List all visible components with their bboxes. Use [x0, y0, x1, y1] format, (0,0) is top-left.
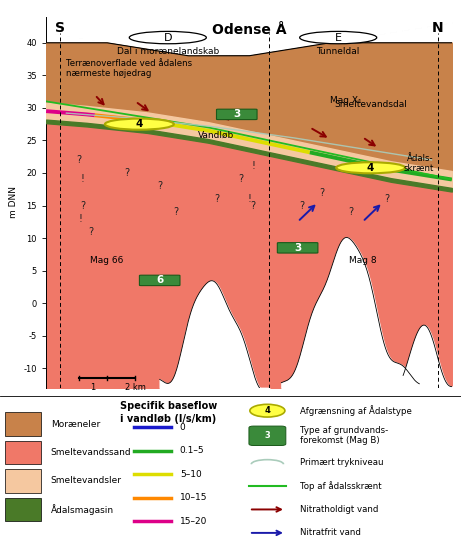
Text: 4: 4 — [265, 406, 270, 415]
Text: 5–10: 5–10 — [180, 470, 201, 479]
Text: Afgrænsning af Ådalstype: Afgrænsning af Ådalstype — [300, 405, 412, 416]
Text: 1: 1 — [90, 383, 95, 392]
Text: !: ! — [251, 161, 255, 171]
Circle shape — [129, 31, 207, 44]
Text: Dal i morænelandskab: Dal i morænelandskab — [117, 47, 219, 56]
Text: Specifik baseflow: Specifik baseflow — [120, 401, 217, 411]
Text: 3: 3 — [233, 109, 240, 119]
FancyBboxPatch shape — [217, 109, 257, 119]
Circle shape — [336, 162, 405, 174]
Text: 15–20: 15–20 — [180, 517, 207, 526]
Text: Tunneldal: Tunneldal — [317, 47, 360, 56]
Text: 3: 3 — [265, 431, 270, 440]
Text: ?: ? — [173, 207, 178, 217]
Text: ?: ? — [348, 207, 353, 217]
Text: Moræneler: Moræneler — [51, 420, 100, 429]
Bar — [5, 469, 41, 493]
Text: !: ! — [81, 175, 84, 185]
Text: Mag 66: Mag 66 — [90, 256, 124, 266]
Text: Ådals-
skrænt: Ådals- skrænt — [403, 153, 433, 173]
Text: ?: ? — [214, 194, 219, 204]
Text: Smeltevandsdal: Smeltevandsdal — [334, 100, 407, 109]
Text: ?: ? — [384, 194, 390, 204]
Text: Type af grundvands-
forekomst (Mag B): Type af grundvands- forekomst (Mag B) — [300, 426, 388, 445]
Text: Primært trykniveau: Primært trykniveau — [300, 458, 383, 467]
Text: ?: ? — [124, 168, 130, 178]
Text: Smeltevandsler: Smeltevandsler — [51, 477, 122, 485]
Text: Mag X₁: Mag X₁ — [330, 95, 362, 104]
Text: i vandløb (l/s/km): i vandløb (l/s/km) — [120, 414, 216, 424]
Text: ?: ? — [299, 200, 304, 210]
Text: 3: 3 — [294, 243, 301, 253]
Text: 2 km: 2 km — [125, 383, 146, 392]
Text: ?: ? — [157, 181, 162, 191]
Text: N: N — [432, 21, 443, 36]
Bar — [5, 441, 41, 464]
Text: E: E — [335, 32, 342, 42]
Text: 6: 6 — [156, 276, 163, 285]
Text: 10–15: 10–15 — [180, 493, 207, 502]
Text: Nitratfrit vand: Nitratfrit vand — [300, 528, 361, 537]
Circle shape — [250, 405, 285, 417]
Text: ?: ? — [88, 227, 93, 237]
Text: 0: 0 — [180, 423, 185, 432]
Text: 4: 4 — [136, 119, 143, 129]
Text: Terrænoverflade ved ådalens
nærmeste højedrag: Terrænoverflade ved ådalens nærmeste høj… — [66, 59, 193, 79]
FancyBboxPatch shape — [278, 243, 318, 253]
Text: ?: ? — [319, 187, 325, 198]
Text: Odense Å: Odense Å — [212, 23, 286, 37]
Text: Ådalsmagasin: Ådalsmagasin — [51, 504, 114, 515]
Text: Mag 8: Mag 8 — [349, 256, 376, 266]
Text: ?: ? — [76, 155, 81, 165]
FancyBboxPatch shape — [249, 426, 286, 445]
Text: ?: ? — [80, 200, 85, 210]
Text: !: ! — [79, 214, 83, 224]
Text: Top af ådalsskrænt: Top af ådalsskrænt — [300, 481, 381, 491]
Text: ?: ? — [238, 175, 243, 185]
Bar — [5, 412, 41, 436]
Text: ?: ? — [250, 200, 255, 210]
Text: !: ! — [247, 194, 251, 204]
Circle shape — [105, 119, 174, 129]
FancyBboxPatch shape — [139, 275, 180, 286]
Text: Nitratholdigt vand: Nitratholdigt vand — [300, 505, 378, 514]
Text: D: D — [164, 32, 172, 42]
Text: 0.1–5: 0.1–5 — [180, 446, 204, 455]
Text: 4: 4 — [367, 163, 374, 173]
Text: Vandløb: Vandløb — [198, 131, 235, 140]
Text: Smeltevandssand: Smeltevandssand — [51, 448, 131, 457]
Text: S: S — [55, 21, 65, 36]
Y-axis label: m DNN: m DNN — [9, 186, 18, 218]
Bar — [5, 498, 41, 521]
Circle shape — [300, 31, 377, 44]
